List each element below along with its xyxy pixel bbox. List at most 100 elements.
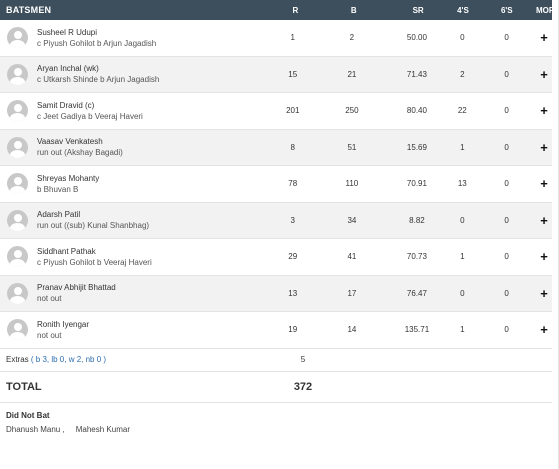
dismissal-info: c Utkarsh Shinde b Arjun Jagadish: [37, 75, 160, 85]
extras-label: Extras: [6, 355, 29, 364]
fours: 0: [460, 215, 465, 225]
dismissal-info: c Piyush Gohilot b Veeraj Haveri: [37, 257, 152, 267]
fours: 1: [460, 252, 465, 262]
fours: 0: [460, 288, 465, 298]
avatar-placeholder-icon[interactable]: [7, 246, 28, 268]
fours: 1: [460, 325, 465, 335]
balls: 110: [345, 179, 359, 189]
sixes: 0: [504, 288, 509, 298]
strike-rate: 50.00: [406, 33, 427, 43]
dismissal-info: c Piyush Gohilot b Arjun Jagadish: [37, 38, 157, 48]
batsman-row: Ronith Iyengar not out 19 14 135.71 1 0 +: [0, 312, 552, 349]
runs: 29: [288, 252, 298, 262]
extras-detail: ( b 3, lb 0, w 2, nb 0 ): [30, 355, 107, 364]
runs: 19: [288, 325, 298, 335]
runs: 201: [286, 106, 300, 116]
sixes: 0: [504, 106, 509, 116]
balls: 41: [347, 252, 357, 262]
plus-icon[interactable]: +: [540, 139, 548, 155]
fours: 0: [460, 33, 465, 43]
batsman-row: Adarsh Patil run out ((sub) Kunal Shanbha…: [0, 202, 552, 239]
dismissal-info: b Bhuvan B: [37, 184, 79, 194]
avatar-placeholder-icon[interactable]: [7, 63, 28, 85]
header-runs: R: [292, 5, 299, 15]
runs: 1: [290, 33, 295, 43]
sixes: 0: [504, 33, 509, 43]
fours: 22: [457, 106, 467, 116]
sixes: 0: [504, 325, 509, 335]
balls: 51: [347, 142, 357, 152]
batsman-name[interactable]: Shreyas Mohanty: [37, 173, 100, 183]
batsman-row: Susheel R Udupi c Piyush Gohilot b Arjun …: [0, 20, 552, 57]
header-balls: B: [350, 5, 357, 15]
batsman-name[interactable]: Adarsh Patil: [37, 210, 81, 220]
batsman-row: Siddhant Pathak c Piyush Gohilot b Veeraj…: [0, 239, 552, 276]
avatar-placeholder-icon[interactable]: [7, 173, 28, 195]
fours: 1: [460, 142, 465, 152]
batsman-row: Vaasav Venkatesh run out (Akshay Bagadi) 8…: [0, 129, 552, 166]
batsman-row: Aryan Inchal (wk) c Utkarsh Shinde b Arju…: [0, 56, 552, 93]
balls: 21: [347, 69, 357, 79]
plus-icon[interactable]: +: [540, 322, 548, 338]
strike-rate: 15.69: [406, 142, 427, 152]
dismissal-info: c Jeet Gadiya b Veeraj Haveri: [37, 111, 143, 121]
fours: 13: [457, 179, 467, 189]
batsman-name[interactable]: Ronith Iyengar: [37, 319, 90, 329]
did-not-bat-player[interactable]: Dhanush Manu: [6, 424, 61, 434]
extras-value: 5: [300, 355, 306, 364]
batsman-row: Shreyas Mohanty b Bhuvan B 78 110 70.91 13 0 +: [0, 166, 552, 203]
avatar-placeholder-icon[interactable]: [7, 319, 28, 341]
header-sixes: 6'S: [500, 5, 513, 15]
balls: 34: [347, 215, 357, 225]
did-not-bat-player[interactable]: Mahesh Kumar: [75, 424, 130, 434]
sixes: 0: [504, 252, 509, 262]
dismissal-info: not out: [37, 330, 62, 340]
total-row: TOTAL 372: [0, 372, 552, 403]
runs: 15: [288, 69, 298, 79]
total-value: 372: [293, 380, 313, 393]
plus-icon[interactable]: +: [540, 212, 548, 228]
plus-icon[interactable]: +: [540, 249, 548, 265]
header-title: BATSMEN: [6, 5, 52, 15]
batsmen-header: BATSMEN R B SR 4'S 6'S MORE: [0, 0, 559, 20]
batsman-row: Samit Dravid (c) c Jeet Gadiya b Veeraj H…: [0, 93, 552, 130]
strike-rate: 70.91: [406, 179, 427, 189]
plus-icon[interactable]: +: [540, 103, 548, 119]
strike-rate: 135.71: [404, 325, 430, 335]
strike-rate: 80.40: [406, 106, 427, 116]
did-not-bat-section: Did Not Bat Dhanush Manu, Mahesh Kumar: [0, 403, 552, 434]
batsman-name[interactable]: Susheel R Udupi: [37, 27, 98, 37]
avatar-placeholder-icon[interactable]: [7, 209, 28, 231]
batsman-name[interactable]: Vaasav Venkatesh: [37, 137, 103, 147]
avatar-placeholder-icon[interactable]: [7, 282, 28, 304]
sixes: 0: [504, 215, 509, 225]
batsman-name[interactable]: Siddhant Pathak: [37, 246, 96, 256]
header-fours: 4'S: [457, 5, 469, 15]
batsman-name[interactable]: Aryan Inchal (wk): [37, 64, 99, 74]
balls: 2: [349, 33, 355, 43]
fours: 2: [460, 69, 465, 79]
runs: 13: [288, 288, 298, 298]
strike-rate: 70.73: [406, 252, 427, 262]
runs: 78: [288, 179, 298, 189]
strike-rate: 71.43: [406, 69, 427, 79]
avatar-placeholder-icon[interactable]: [7, 27, 28, 49]
batsman-name[interactable]: Pranav Abhijit Bhattad: [37, 283, 116, 293]
runs: 8: [290, 142, 295, 152]
extras-row: Extras ( b 3, lb 0, w 2, nb 0 ) 5: [0, 349, 552, 372]
plus-icon[interactable]: +: [540, 66, 548, 82]
balls: 250: [345, 106, 359, 116]
batsman-row: Pranav Abhijit Bhattad not out 13 17 76.47 0 0…: [0, 275, 552, 312]
avatar-placeholder-icon[interactable]: [7, 136, 28, 158]
header-more: MORE: [536, 5, 559, 15]
plus-icon[interactable]: +: [540, 285, 548, 301]
plus-icon[interactable]: +: [540, 176, 548, 192]
dismissal-info: not out: [37, 294, 62, 304]
runs: 3: [290, 215, 295, 225]
sixes: 0: [504, 142, 509, 152]
batsman-name[interactable]: Samit Dravid (c): [37, 100, 95, 110]
avatar-placeholder-icon[interactable]: [7, 100, 28, 122]
plus-icon[interactable]: +: [540, 30, 548, 46]
did-not-bat-title: Did Not Bat: [6, 410, 50, 420]
strike-rate: 8.82: [409, 215, 425, 225]
